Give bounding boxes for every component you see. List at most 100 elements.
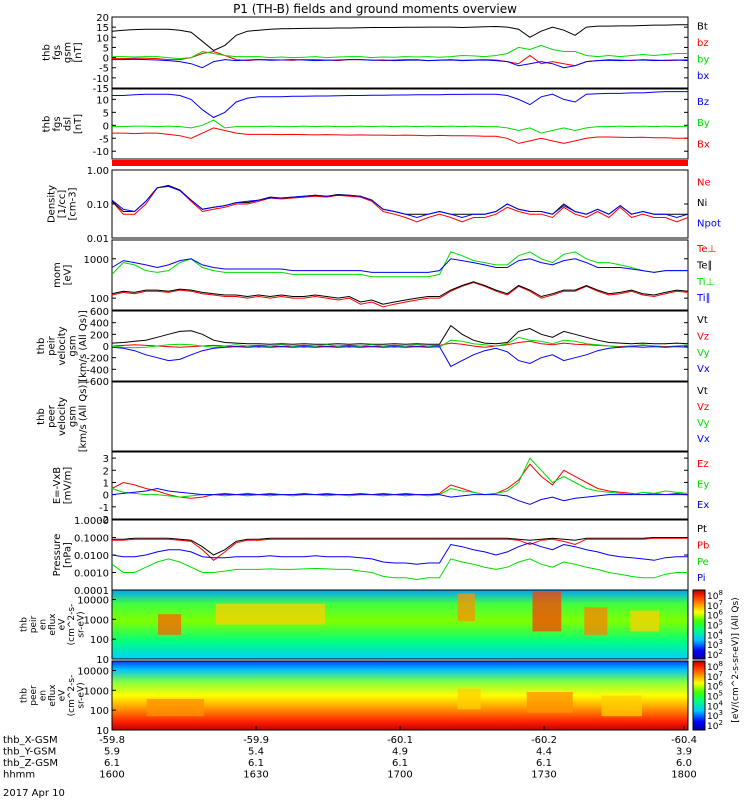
colorbar-tick-label: 102 — [707, 719, 723, 732]
series-line-Npot — [111, 185, 689, 219]
series-line-Ti⊥ — [111, 251, 688, 278]
panel-frame — [111, 239, 689, 311]
series-line-Ey — [111, 457, 689, 498]
y-tick-label: 15 — [96, 23, 109, 34]
series-line-Bt — [111, 24, 688, 52]
y-tick-label: 1.0000 — [74, 516, 109, 527]
y-axis-label: gsm — [62, 42, 73, 63]
colorbar-tick-label: 107 — [707, 599, 723, 612]
y-tick-label: -400 — [86, 365, 109, 376]
y-axis-label: thb — [36, 338, 47, 355]
y-axis-label: thb — [36, 408, 47, 425]
y-axis-label: peer — [29, 685, 39, 706]
y-tick-label: 0.0010 — [74, 569, 109, 580]
y-axis-label: velocity — [57, 397, 68, 436]
spectrogram-feature — [158, 614, 182, 635]
y-axis-label: dsl — [62, 117, 73, 131]
series-line-Ex — [111, 487, 688, 505]
series-line-Bz — [112, 91, 688, 119]
x-tick-label: 6.0 — [676, 758, 692, 769]
y-axis-label: (cm^2-s- — [67, 604, 77, 646]
x-tick-label: 6.1 — [248, 758, 264, 769]
y-axis-label: eV — [58, 689, 68, 702]
y-axis-label: fgs — [52, 45, 63, 60]
y-tick-label: 10 — [96, 95, 109, 106]
panel-pressure: 1.0000 0.1000 0.0100 0.0010 0.0001 Pressure [n… — [52, 516, 710, 597]
x-tick-label: 1800 — [671, 770, 696, 781]
spectrogram-feature — [457, 688, 481, 710]
spectrogram-feature — [532, 591, 562, 632]
y-tick-label: -200 — [86, 354, 109, 365]
spectrogram-feature — [146, 698, 205, 717]
y-tick-label: 100 — [90, 706, 109, 717]
x-tick-label: 6.1 — [104, 758, 120, 769]
colorbar-tick-label: 108 — [707, 589, 723, 602]
y-tick-label: 20 — [96, 13, 109, 24]
y-axis-label: en — [39, 690, 49, 701]
legend-Te⊥: Te⊥ — [696, 244, 716, 255]
y-tick-label: 1 — [103, 478, 109, 489]
x-tick-label: 1630 — [243, 770, 268, 781]
legend-Pe: Pe — [697, 557, 709, 568]
legend-Vx: Vx — [697, 364, 710, 375]
y-axis-label: [nT] — [73, 42, 84, 62]
colorbar — [692, 660, 706, 731]
colorbar-tick-label: 103 — [707, 709, 723, 722]
legend-Te∥: Te∥ — [696, 260, 713, 271]
y-tick-label: 100 — [90, 635, 109, 646]
y-axis-label: (cm^2-s- — [67, 675, 77, 717]
colorbar — [692, 589, 706, 660]
colorbar-tick-label: 106 — [707, 609, 723, 622]
panel-frame — [111, 589, 689, 660]
y-tick-label: 200 — [90, 330, 109, 341]
series-line-Ni — [111, 184, 688, 215]
series-line-Pi — [111, 542, 688, 565]
chart-title: P1 (TH-B) fields and ground moments over… — [233, 2, 517, 16]
y-tick-label: 10 — [96, 726, 109, 737]
x-row-label: thb_Z-GSM — [3, 758, 58, 769]
y-axis-label: sr-eV) — [77, 611, 87, 637]
y-tick-label: 10000 — [77, 595, 109, 606]
legend-Ti∥: Ti∥ — [696, 293, 711, 304]
x-tick-label: 1600 — [99, 770, 124, 781]
series-line-Vt — [111, 324, 689, 345]
y-tick-label: -1 — [99, 503, 109, 514]
panel-frame — [111, 381, 689, 452]
legend-Ni: Ni — [697, 198, 707, 209]
y-axis-label: peir — [47, 335, 58, 355]
spectrogram-feature — [630, 610, 660, 632]
y-axis-label: Density — [47, 185, 58, 223]
legend-Vy: Vy — [697, 348, 710, 359]
spectrogram-feature — [526, 692, 573, 713]
spectrogram-feature — [601, 695, 642, 717]
legend-Vz: Vz — [697, 402, 709, 413]
y-axis-label: thb — [41, 44, 52, 61]
date-label: 2017 Apr 10 — [3, 788, 65, 799]
legend-Ey: Ey — [697, 480, 709, 491]
legend-Ez: Ez — [697, 459, 709, 470]
y-tick-label: 0.0100 — [74, 551, 109, 562]
y-tick-label: 10 — [96, 655, 109, 666]
spectrogram-feature — [457, 593, 475, 622]
colorbar-label: [eV/(cm^2-s-sr-eV)] (All Qs) — [731, 597, 741, 722]
legend-Pb: Pb — [697, 540, 709, 551]
spectrogram-feature — [215, 603, 326, 625]
panel-frame — [111, 16, 689, 89]
legend-Pt: Pt — [697, 524, 707, 535]
x-tick-label: 5.4 — [248, 747, 264, 758]
x-tick-label: 6.1 — [536, 758, 552, 769]
x-tick-label: -60.4 — [671, 735, 697, 746]
y-tick-label: 1000 — [84, 255, 109, 266]
legend-Bt: Bt — [697, 21, 708, 32]
y-tick-label: 1000 — [84, 615, 109, 626]
y-tick-label: 0.1000 — [74, 534, 109, 545]
y-axis-label: [nPa] — [62, 542, 73, 568]
x-tick-label: 5.9 — [104, 747, 120, 758]
x-tick-label: -59.9 — [243, 735, 269, 746]
y-axis-label: sr-eV) — [77, 682, 87, 708]
y-axis-label: eflux — [48, 684, 58, 707]
x-tick-label: 4.4 — [536, 747, 552, 758]
